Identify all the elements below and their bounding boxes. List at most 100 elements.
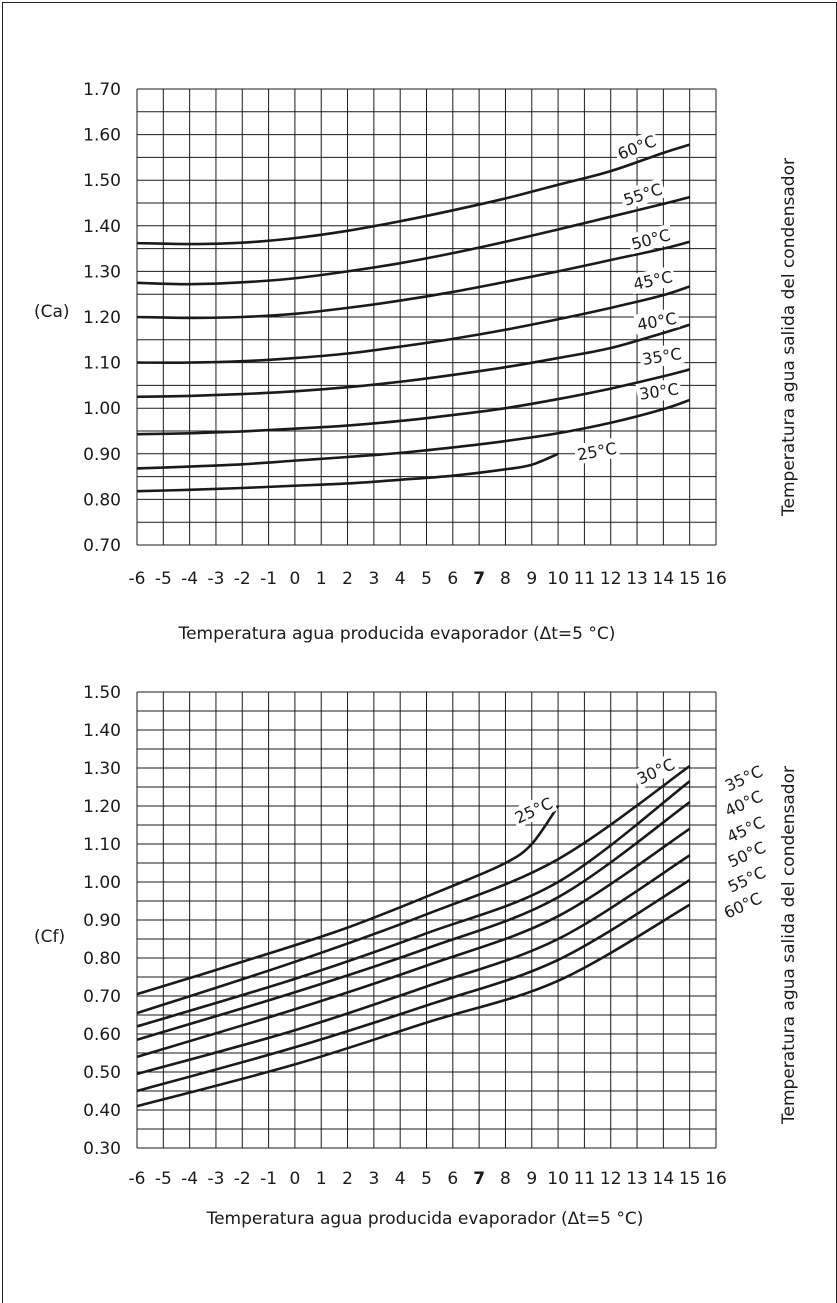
x-tick-label: 9 <box>526 569 537 589</box>
y-tick-label: 0.60 <box>83 1025 121 1045</box>
y-axis-label: (Cf) <box>34 927 65 947</box>
series-line-25c <box>136 805 560 996</box>
x-tick-label: 14 <box>653 569 675 589</box>
series-axis-title: Temperatura agua salida del condensador <box>779 158 799 517</box>
y-tick-label: 0.40 <box>83 1101 121 1121</box>
x-tick-label: -2 <box>234 1169 251 1189</box>
curve-label-text: 50°C <box>629 225 672 254</box>
x-tick-label: 0 <box>289 569 300 589</box>
x-tick-label: -1 <box>260 569 277 589</box>
x-tick-label: 5 <box>421 569 432 589</box>
y-tick-label: 1.20 <box>83 308 121 328</box>
y-tick-label: 1.10 <box>83 354 121 374</box>
x-tick-label: 16 <box>705 569 727 589</box>
y-tick-label: 1.10 <box>83 835 121 855</box>
curve-label-bg <box>721 810 770 848</box>
x-axis: -6 -5 -4 -3 -2 -1 0 1 2 3 4 5 6 7 8 9 10 11 12 13 14 15 16 <box>129 89 727 589</box>
x-tick-label: 4 <box>395 1169 406 1189</box>
curve-label-bg <box>633 307 681 335</box>
curve-label-bg <box>638 342 686 370</box>
x-tick-label: 6 <box>447 569 458 589</box>
x-tick-label: -4 <box>181 1169 198 1189</box>
curve-label-text: 30°C <box>638 379 680 403</box>
y-tick-label: 1.60 <box>83 126 121 146</box>
curve-label-bg <box>719 759 768 797</box>
x-tick-label: 1 <box>316 569 327 589</box>
curve-label-bg <box>719 784 768 822</box>
curve-label-text: 25°C <box>512 794 556 828</box>
series-line-45c <box>136 827 691 1059</box>
curve-label: 60°C <box>718 886 767 924</box>
y-tick-label: 1.30 <box>83 759 121 779</box>
y-tick-label: 1.20 <box>83 797 121 817</box>
x-tick-label: 11 <box>574 1169 596 1189</box>
y-tick-label: 0.70 <box>83 987 121 1007</box>
series-line-50c <box>136 240 691 320</box>
x-axis-title: Temperatura agua producida evaporador (Δ… <box>206 1209 644 1229</box>
y-tick-label: 1.70 <box>83 80 121 100</box>
x-tick-label: -4 <box>181 569 198 589</box>
curve-labels: 25°C30°C 35°C40°C45°C50°C55°C60°C <box>509 752 771 924</box>
series-axis-title: Temperatura agua salida del condensador <box>779 766 799 1125</box>
x-tick-label: 11 <box>574 569 596 589</box>
y-tick-label: 0.90 <box>83 911 121 931</box>
series-line-60c <box>136 143 691 246</box>
curve-label: 45°C <box>629 265 677 295</box>
y-tick-label: 0.90 <box>83 445 121 465</box>
x-tick-label: -5 <box>155 569 172 589</box>
curve-label-bg <box>618 177 667 211</box>
x-axis: -6 -5 -4 -3 -2 -1 0 1 2 3 4 5 6 7 8 9 10 11 12 13 14 15 16 <box>129 692 727 1189</box>
y-tick-label: 0.30 <box>83 1139 121 1159</box>
y-tick-label: 1.50 <box>83 683 121 703</box>
curve-label-bg <box>626 223 675 255</box>
y-tick-label: 1.00 <box>83 399 121 419</box>
curve-label: 35°C <box>638 342 686 370</box>
x-tick-label: 13 <box>626 1169 648 1189</box>
y-tick-label: 0.80 <box>83 949 121 969</box>
curve-label-bg <box>631 752 680 790</box>
x-tick-label: 14 <box>653 1169 675 1189</box>
x-tick-label: 0 <box>289 1169 300 1189</box>
y-tick-label: 0.80 <box>83 490 121 510</box>
curve-label-text: 60°C <box>721 889 765 923</box>
series-line-35c <box>136 368 691 436</box>
x-tick-label: -6 <box>129 1169 146 1189</box>
curve-label-text: 30°C <box>634 755 678 789</box>
series-line-50c <box>136 854 691 1076</box>
curve-label-bg <box>722 860 771 898</box>
curve-label-bg <box>718 886 767 924</box>
curve-label-bg <box>573 437 621 465</box>
x-tick-label: 1 <box>316 1169 327 1189</box>
series-line-30c <box>136 398 691 470</box>
x-tick-label: 8 <box>500 1169 511 1189</box>
x-tick-label: 15 <box>679 1169 701 1189</box>
x-tick-label: 12 <box>600 1169 622 1189</box>
y-tick-label: 1.40 <box>83 217 121 237</box>
curve-label-bg <box>635 378 683 404</box>
curve-label-bg <box>629 265 677 295</box>
y-tick-label: 1.00 <box>83 873 121 893</box>
x-tick-label: 4 <box>395 569 406 589</box>
x-tick-label: 10 <box>547 1169 569 1189</box>
series-line-55c <box>136 878 691 1093</box>
y-axis-label: (Ca) <box>34 302 70 322</box>
x-tick-label: -3 <box>207 569 224 589</box>
y-tick-label: 0.70 <box>83 536 121 556</box>
y-tick-label: 0.50 <box>83 1063 121 1083</box>
y-axis: 0.30 0.40 0.50 0.60 0.70 0.80 0.90 1.00 1.10 1.20… <box>83 683 716 1159</box>
series-line-25c <box>136 452 559 493</box>
series-line-55c <box>136 195 691 286</box>
x-tick-label: 9 <box>526 1169 537 1189</box>
x-tick-label: 12 <box>600 569 622 589</box>
chart-1: -6 -5 -4 -3 -2 -1 0 1 2 3 4 5 6 7 8 9 10 11 12 13 14 15 160.70… <box>34 80 799 644</box>
curve-label: 50°C <box>626 223 675 255</box>
chart-svg: -6 -5 -4 -3 -2 -1 0 1 2 3 4 5 6 7 8 9 10 11 12 13 14 15 160.70… <box>34 80 799 1229</box>
x-axis-title: Temperatura agua producida evaporador (Δ… <box>178 624 616 644</box>
x-tick-label: 16 <box>705 1169 727 1189</box>
x-tick-label: 2 <box>342 569 353 589</box>
x-tick-label: -3 <box>207 1169 224 1189</box>
y-tick-label: 1.30 <box>83 262 121 282</box>
series-line-30c <box>136 765 691 1015</box>
series-line-45c <box>136 285 691 365</box>
